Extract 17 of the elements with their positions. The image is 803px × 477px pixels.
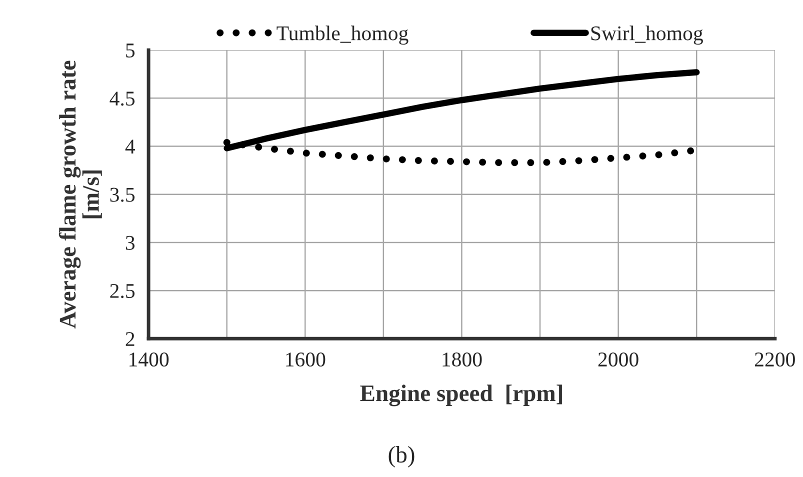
x-tick-label: 1800 (442, 352, 482, 367)
y-tick-label: 2.5 (110, 284, 135, 298)
legend-label: Swirl_homog (591, 26, 703, 45)
x-axis-title: Engine speed [rpm] (360, 384, 562, 406)
y-tick-label: 4 (125, 140, 136, 154)
x-tick-label: 2000 (598, 352, 638, 367)
text: (b) (388, 446, 414, 468)
x-tick-label: 2200 (754, 352, 795, 367)
y-tick-label: 3.5 (110, 188, 135, 202)
y-tick-label: 4.5 (110, 92, 135, 106)
legend-label: Tumble_homog (276, 26, 408, 45)
x-tick-label: 1600 (286, 352, 326, 367)
y-tick-label: 3 (126, 236, 135, 250)
y-axis-title: Average flame growth rate [m/s] (58, 60, 102, 328)
x-tick-label: 1400 (130, 352, 169, 367)
y-tick-label: 5 (126, 44, 135, 58)
y-tick-label: 2 (126, 332, 134, 346)
